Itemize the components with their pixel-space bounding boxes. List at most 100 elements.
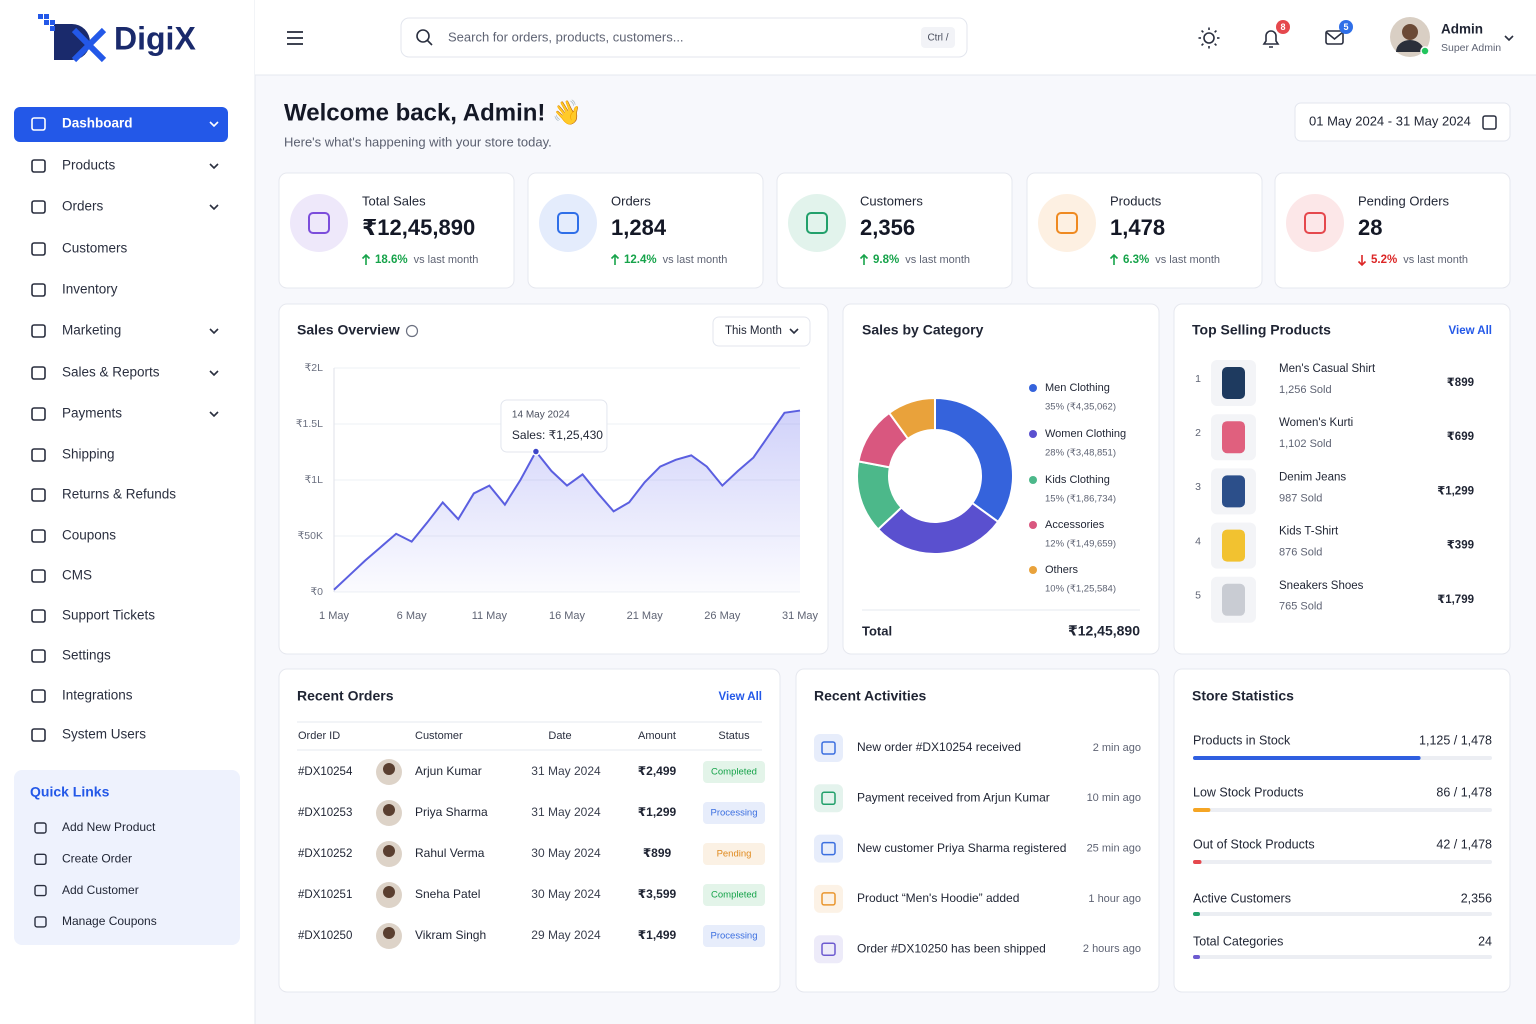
- kpi-arrow-head: [610, 253, 620, 260]
- menu-item[interactable]: Inventory: [31, 282, 118, 297]
- progress-track: [1193, 808, 1492, 812]
- sun-icon: [1203, 32, 1215, 44]
- progress-track: [1193, 955, 1492, 959]
- kpi-arrow-head: [361, 253, 371, 260]
- product-sold: 1,102 Sold: [1279, 438, 1332, 450]
- status-pill: [703, 884, 765, 906]
- kpi-arrow-head: [859, 253, 869, 260]
- kpi-value: ₹12,45,890: [362, 215, 475, 240]
- legend-label: Accessories: [1045, 519, 1105, 531]
- menu-item[interactable]: Orders: [31, 199, 219, 214]
- notifications[interactable]: 8: [1262, 20, 1290, 48]
- menu-item[interactable]: Products: [31, 158, 219, 173]
- product-sold: 1,256 Sold: [1279, 384, 1332, 396]
- customer-name: Arjun Kumar: [415, 764, 482, 778]
- kpi-compare: vs last month: [1403, 254, 1468, 266]
- card-title: Top Selling Products: [1192, 322, 1331, 338]
- menu-item[interactable]: Settings: [31, 648, 111, 663]
- kpi-icon: [1304, 212, 1326, 234]
- product-rank: 5: [1195, 590, 1201, 602]
- menu-icon: [31, 609, 46, 623]
- period-dropdown[interactable]: This Month: [712, 316, 811, 347]
- activity-icon-bg: [814, 734, 843, 762]
- messages[interactable]: 5: [1325, 20, 1353, 45]
- card: [1173, 668, 1511, 993]
- menu-item[interactable]: Dashboard: [14, 107, 228, 142]
- search-box[interactable]: Search for orders, products, customers..…: [400, 17, 968, 58]
- view-all-link[interactable]: View All: [719, 691, 762, 703]
- kpi-value: 1,284: [611, 215, 667, 240]
- brand-name: DigiX: [114, 20, 196, 56]
- menu-item[interactable]: Coupons: [31, 528, 116, 543]
- card: [1026, 172, 1263, 289]
- column-header: Customer: [415, 730, 463, 742]
- menu-item[interactable]: Integrations: [31, 688, 133, 703]
- activity-icon-bg: [814, 884, 843, 913]
- theme-toggle[interactable]: [1198, 27, 1220, 49]
- avatar-head: [1402, 24, 1418, 40]
- card-title: Recent Activities: [814, 688, 927, 704]
- x-tick-label: 16 May: [549, 610, 586, 622]
- date-range-picker[interactable]: 01 May 2024 - 31 May 2024: [1294, 102, 1511, 142]
- order-status: Pending: [717, 849, 752, 860]
- menu-label: Support Tickets: [62, 608, 155, 623]
- chevron: [209, 328, 219, 335]
- product-price: ₹1,299: [1437, 485, 1474, 497]
- menu-label: Coupons: [62, 528, 116, 543]
- menu-item[interactable]: Returns & Refunds: [31, 487, 176, 502]
- kpi-icon-bg: [1038, 194, 1096, 252]
- kpi-change: 6.3%: [1123, 254, 1149, 266]
- dropdown-box: [712, 316, 811, 347]
- logo-pixel: [44, 14, 49, 19]
- menu-item[interactable]: Payments: [31, 406, 219, 421]
- menu-item[interactable]: CMS: [31, 568, 92, 583]
- menu-item[interactable]: System Users: [31, 727, 146, 742]
- menu-label: Returns & Refunds: [62, 487, 176, 502]
- menu-item[interactable]: Support Tickets: [31, 608, 155, 623]
- kpi-change: 12.4%: [624, 254, 657, 266]
- product-price: ₹699: [1447, 431, 1474, 443]
- customer-name: Rahul Verma: [415, 846, 485, 860]
- quick-link-label: Add New Product: [62, 820, 156, 834]
- user-name: Admin: [1441, 22, 1483, 37]
- product-image: [1222, 367, 1245, 399]
- activity-time: 25 min ago: [1087, 843, 1141, 855]
- kpi-compare: vs last month: [663, 254, 728, 266]
- quick-link[interactable]: Add Customer: [34, 883, 139, 897]
- legend-label: Kids Clothing: [1045, 474, 1110, 486]
- stat-value: 42 / 1,478: [1436, 837, 1492, 851]
- quick-link[interactable]: Create Order: [34, 851, 132, 865]
- calendar-icon: [1482, 115, 1497, 130]
- area-fill: [334, 410, 800, 592]
- user-menu[interactable]: Admin Super Admin: [1390, 17, 1514, 57]
- activity-icon: [821, 791, 836, 806]
- kpi-change: 5.2%: [1371, 254, 1397, 266]
- menu-icon: [31, 324, 46, 338]
- order-id: #DX10254: [298, 766, 353, 778]
- customer-avatar-head: [383, 763, 395, 775]
- menu-item[interactable]: Sales & Reports: [31, 365, 219, 380]
- activity-time: 2 hours ago: [1083, 943, 1141, 955]
- menu-item[interactable]: Shipping: [31, 447, 115, 462]
- card-title: Recent Orders: [297, 688, 394, 704]
- kpi-compare: vs last month: [414, 254, 479, 266]
- quick-link[interactable]: Add New Product: [34, 820, 156, 834]
- page-subtitle: Here's what's happening with your store …: [284, 134, 552, 149]
- search-field: [400, 17, 968, 58]
- menu-item[interactable]: Marketing: [31, 323, 219, 338]
- kpi-value: 1,478: [1110, 215, 1165, 240]
- x-tick-label: 6 May: [397, 610, 427, 622]
- menu-item[interactable]: Customers: [31, 241, 128, 256]
- chevron: [209, 204, 219, 211]
- menu-toggle[interactable]: [287, 31, 303, 45]
- menu-label: Payments: [62, 406, 122, 421]
- product-price: ₹899: [1447, 377, 1474, 389]
- quick-link[interactable]: Manage Coupons: [34, 914, 157, 928]
- menu-active-bg: [14, 107, 228, 142]
- view-all-link[interactable]: View All: [1449, 325, 1492, 337]
- order-amount: ₹1,299: [638, 805, 677, 819]
- menu-icon: [31, 242, 46, 256]
- dropdown-label: This Month: [725, 325, 782, 337]
- stat-label: Products in Stock: [1193, 733, 1291, 747]
- customer-avatar-head: [383, 927, 395, 939]
